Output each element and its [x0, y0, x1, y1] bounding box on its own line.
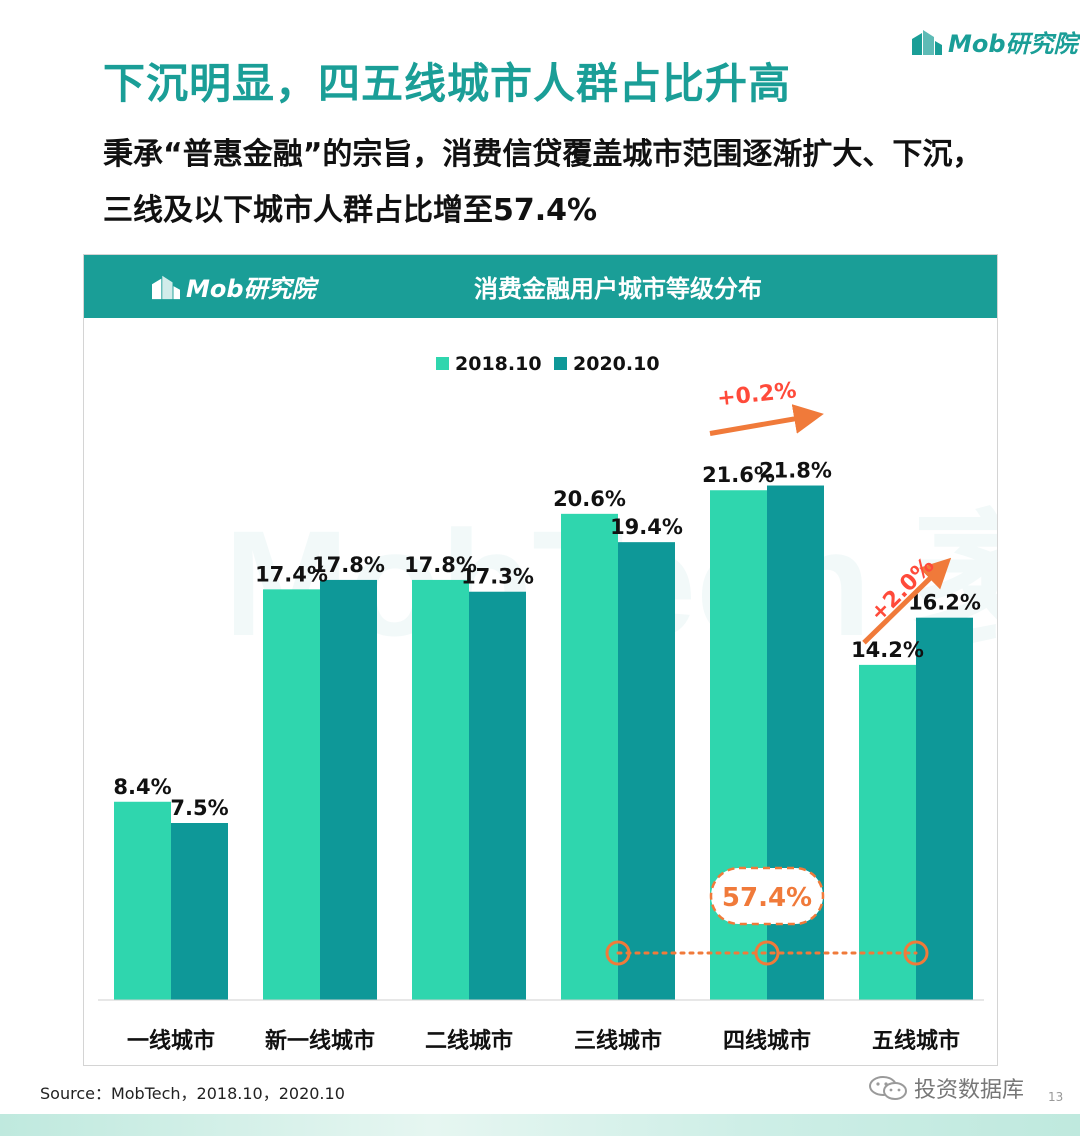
value-label: 17.8%	[404, 553, 477, 577]
chart-title: 消费金融用户城市等级分布	[474, 275, 762, 303]
legend-swatch	[554, 357, 567, 370]
marker-circle	[605, 940, 631, 966]
x-tick-label: 四线城市	[723, 1028, 811, 1054]
bar	[412, 579, 469, 1000]
value-label: 14.2%	[851, 638, 924, 662]
page-number: 13	[1048, 1090, 1064, 1104]
total-badge	[709, 866, 825, 926]
value-label: 17.8%	[312, 553, 385, 577]
value-label: 7.5%	[170, 796, 228, 820]
value-label: 17.4%	[255, 562, 328, 586]
value-label: 21.6%	[702, 463, 775, 487]
marker-circle	[754, 940, 780, 966]
bar	[618, 542, 675, 1000]
legend-label: 2020.10	[573, 353, 660, 375]
page-subtitle: 秉承“普惠金融”的宗旨，消费信贷覆盖城市范围逐渐扩大、下沉，三线及以下城市人群占…	[103, 137, 983, 228]
value-label: 17.3%	[461, 565, 534, 589]
chart-legend: 2018.10 2020.10	[436, 353, 660, 375]
panel-logo: Mob研究院	[150, 269, 316, 304]
brand-logo: Mob研究院	[910, 24, 1078, 59]
building-logo-icon	[152, 275, 180, 299]
page-title: 下沉明显，四五线城市人群占比升高	[103, 59, 792, 108]
bar	[263, 589, 320, 1000]
source-note: Source：MobTech，2018.10，2020.10	[40, 1084, 345, 1103]
bar	[859, 664, 916, 1000]
bottom-band	[0, 1114, 1080, 1136]
bar	[469, 591, 526, 1000]
wechat-account: 投资数据库	[914, 1078, 1025, 1103]
x-tick-label: 新一线城市	[265, 1028, 375, 1054]
x-tick-label: 五线城市	[872, 1028, 960, 1054]
x-axis: 一线城市 新一线城市 二线城市 三线城市 四线城市 五线城市	[98, 999, 984, 1054]
x-tick-label: 二线城市	[425, 1028, 513, 1054]
bar	[561, 513, 618, 1000]
value-label: 21.8%	[759, 459, 832, 483]
delta-label: +0.2%	[716, 378, 798, 411]
bar	[916, 617, 973, 1000]
value-label: 19.4%	[610, 515, 683, 539]
wechat-icon	[869, 1076, 907, 1100]
value-label: 20.6%	[553, 487, 626, 511]
trend-arrow	[709, 404, 824, 436]
logo-text: Mob研究院	[948, 30, 1078, 58]
panel-header: Mob研究院 消费金融用户城市等级分布	[84, 255, 997, 318]
legend-label: 2018.10	[455, 353, 542, 375]
x-tick-label: 三线城市	[574, 1028, 662, 1054]
chart-panel: Mob研究院 消费金融用户城市等级分布 MobTech 袤博 2018.1020…	[83, 254, 998, 1066]
trend-arrow	[862, 557, 952, 645]
panel-logo-text: Mob研究院	[186, 275, 316, 303]
bar	[171, 823, 228, 1000]
value-label: 8.4%	[113, 775, 171, 799]
marker-circle	[903, 940, 929, 966]
building-logo-icon	[912, 29, 942, 55]
legend-swatch	[436, 357, 449, 370]
value-label: 16.2%	[908, 591, 981, 615]
x-tick-label: 一线城市	[127, 1028, 215, 1054]
wechat-attribution: 投资数据库	[868, 1072, 1024, 1104]
bar	[114, 801, 171, 1000]
bar	[320, 579, 377, 1000]
value-labels-group: 8.4%7.5%17.4%17.8% 17.8%17.3%20.6%19.4%21…	[113, 459, 981, 820]
total-label: 57.4%	[722, 883, 812, 913]
